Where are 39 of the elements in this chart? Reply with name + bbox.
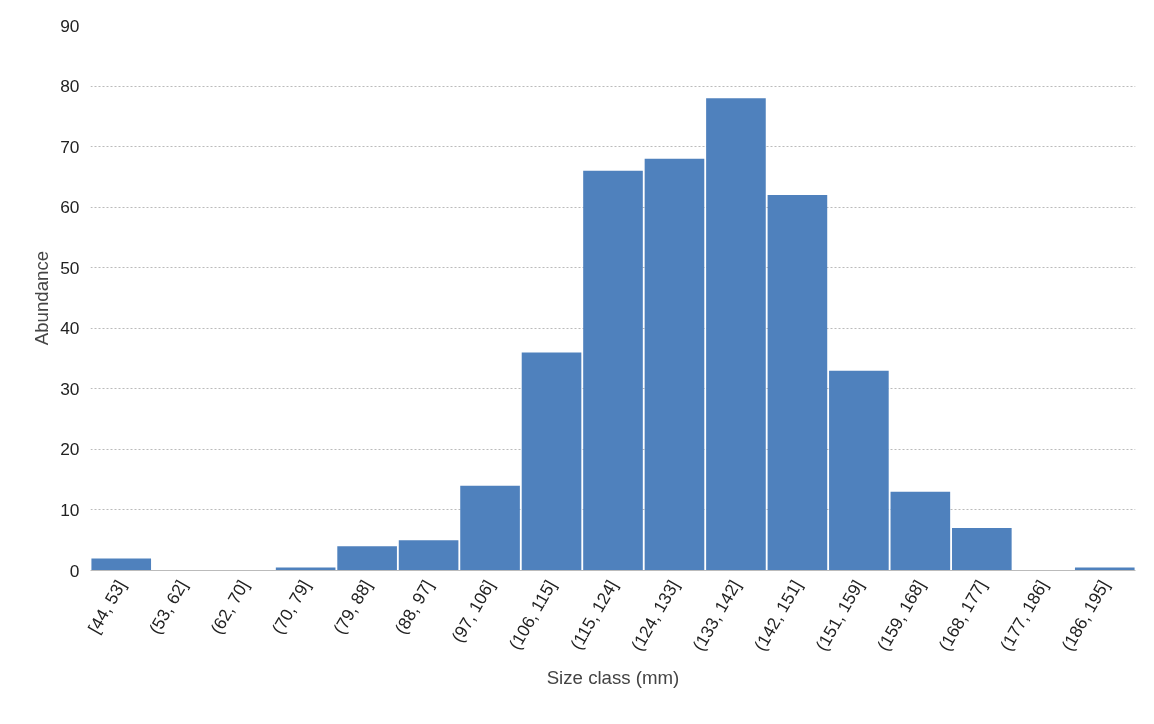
y-tick-label: 70 [60, 136, 80, 157]
x-axis-title: Size class (mm) [546, 667, 680, 689]
bar [767, 195, 828, 571]
bar [952, 528, 1012, 571]
bar [275, 567, 336, 571]
y-tick-label: 30 [60, 378, 80, 399]
x-tick-label: (115, 124] [566, 576, 622, 654]
bar [829, 370, 889, 571]
x-tick-label: (106, 115] [504, 576, 561, 654]
y-tick-label: 90 [60, 15, 80, 36]
x-tick-label: (79, 88] [329, 576, 376, 638]
x-tick-label: (142, 151] [749, 576, 807, 655]
x-tick-label: (53, 62] [144, 576, 192, 638]
x-tick-label: (124, 133] [626, 576, 684, 655]
x-tick-label: (177, 186] [995, 576, 1052, 655]
y-tick-label: 60 [60, 197, 80, 218]
x-tick-label: (88, 97] [390, 576, 438, 638]
x-tick-label: (62, 70] [206, 576, 253, 638]
y-tick-label: 20 [60, 439, 80, 460]
y-tick-label: 0 [69, 560, 80, 581]
y-tick-label: 80 [60, 76, 80, 97]
x-tick-label: (159, 168] [872, 576, 930, 655]
bar [644, 158, 705, 571]
bar [398, 540, 459, 571]
bar [521, 352, 582, 571]
y-axis-title: Abundance [31, 250, 53, 346]
bar [91, 558, 152, 571]
bar [890, 491, 951, 571]
bar [706, 98, 766, 571]
x-tick-label: (97, 106] [447, 576, 499, 646]
y-tick-label: 10 [60, 499, 80, 520]
bar [583, 170, 643, 571]
bar [460, 485, 520, 571]
bar [1074, 567, 1135, 571]
y-tick-label: 50 [60, 257, 80, 278]
x-tick-label: (70, 79] [267, 576, 315, 638]
x-tick-label: [44, 53] [83, 576, 130, 637]
y-tick-label: 40 [60, 318, 80, 339]
bar [337, 546, 397, 571]
